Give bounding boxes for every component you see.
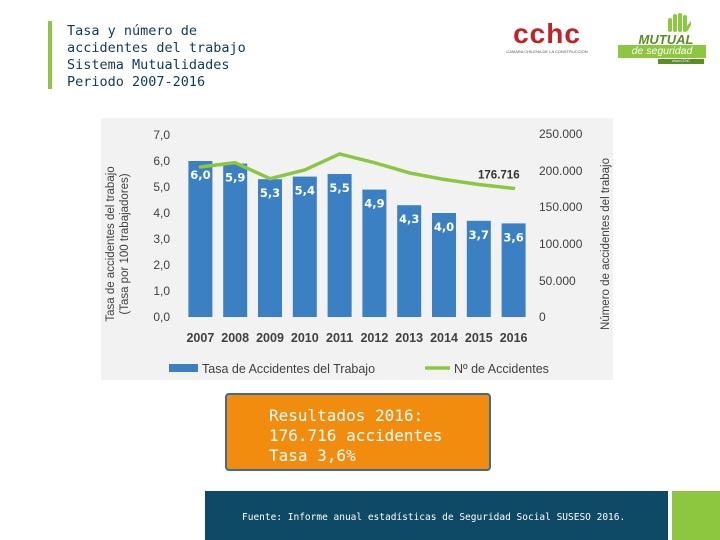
x-tick-2007: 2007 bbox=[186, 331, 214, 345]
right-tick-0: 0 bbox=[539, 310, 546, 324]
bar-label-2015: 3,7 bbox=[469, 228, 489, 242]
bar-2011 bbox=[327, 174, 352, 317]
x-tick-2016: 2016 bbox=[500, 331, 528, 345]
bar-2014 bbox=[432, 213, 456, 317]
results-line-3: Tasa 3,6% bbox=[269, 446, 356, 465]
bar-2009 bbox=[258, 179, 282, 317]
title-accent-bar bbox=[48, 21, 52, 89]
left-tick-0: 0,0 bbox=[153, 310, 170, 324]
x-tick-2013: 2013 bbox=[395, 331, 423, 345]
footer-accent bbox=[672, 491, 720, 540]
chart-panel bbox=[101, 118, 613, 380]
bar-label-2012: 4,9 bbox=[364, 197, 384, 211]
right-tick-3: 150.000 bbox=[539, 200, 583, 214]
bar-label-2009: 5,3 bbox=[260, 186, 280, 200]
bar-label-2016: 3,6 bbox=[503, 230, 523, 244]
results-line-2: 176.716 accidentes bbox=[269, 426, 443, 445]
x-tick-2011: 2011 bbox=[326, 331, 353, 345]
left-tick-7: 7,0 bbox=[153, 128, 170, 142]
legend-bar-swatch bbox=[169, 364, 198, 372]
results-highlight-box: Resultados 2016: 176.716 accidentes Tasa… bbox=[225, 393, 491, 471]
left-axis-label-2: (Tasa por 100 trabajadores) bbox=[119, 173, 131, 314]
bar-label-2008: 5,9 bbox=[225, 171, 245, 185]
bar-label-2010: 5,4 bbox=[295, 184, 315, 198]
bar-label-2011: 5,5 bbox=[329, 181, 349, 195]
left-tick-3: 3,0 bbox=[153, 232, 170, 246]
title-line-3: Sistema Mutualidades bbox=[67, 57, 230, 73]
bar-2012 bbox=[362, 189, 387, 317]
cchc-logo: cchc CAMARA CHILENA DE LA CONSTRUCCION bbox=[497, 18, 597, 58]
bar-2015 bbox=[466, 220, 491, 317]
left-axis-label-1: Tasa de accidentes del trabajo bbox=[105, 166, 117, 321]
results-inner: Resultados 2016: 176.716 accidentes Tasa… bbox=[233, 401, 487, 467]
title-line-1: Tasa y número de bbox=[67, 23, 198, 39]
bar-label-2007: 6,0 bbox=[190, 168, 210, 182]
left-tick-2: 2,0 bbox=[153, 258, 170, 272]
right-axis-label: Número de accidentes del trabajo bbox=[600, 158, 612, 330]
footer-band bbox=[205, 491, 668, 540]
cchc-logo-text: cchc bbox=[513, 18, 581, 49]
mutual-hand-icon bbox=[668, 13, 691, 32]
x-tick-2010: 2010 bbox=[291, 331, 319, 345]
source-note: Fuente: Informe anual estadísticas de Se… bbox=[242, 512, 626, 523]
bar-2016 bbox=[501, 223, 526, 317]
cchc-logo-subtitle: CAMARA CHILENA DE LA CONSTRUCCION bbox=[506, 49, 588, 54]
accidents-line bbox=[198, 152, 516, 191]
left-tick-1: 1,0 bbox=[153, 284, 170, 298]
bar-label-2014: 4,0 bbox=[434, 220, 454, 234]
left-tick-4: 4,0 bbox=[153, 206, 170, 220]
right-tick-2: 100.000 bbox=[539, 237, 583, 251]
bar-label-2013: 4,3 bbox=[399, 212, 419, 226]
right-tick-1: 50.000 bbox=[539, 274, 576, 288]
legend-bar-label: Tasa de Accidentes del Trabajo bbox=[202, 362, 375, 376]
mutual-logo: MUTUAL de seguridad www.CChC bbox=[618, 12, 710, 64]
bar-2010 bbox=[292, 176, 317, 317]
x-tick-2009: 2009 bbox=[256, 331, 284, 345]
x-tick-2014: 2014 bbox=[430, 331, 458, 345]
x-tick-2012: 2012 bbox=[360, 331, 388, 345]
left-tick-5: 5,0 bbox=[153, 180, 170, 194]
accidents-chart: 0,0 1,0 2,0 3,0 4,0 5,0 6,0 7,0 0 50.000… bbox=[105, 127, 612, 376]
title-line-4: Periodo 2007-2016 bbox=[67, 74, 206, 90]
bar-2007 bbox=[188, 161, 213, 317]
right-tick-4: 200.000 bbox=[539, 164, 583, 178]
left-tick-6: 6,0 bbox=[153, 154, 170, 168]
legend-line-label: Nº de Accidentes bbox=[454, 362, 549, 376]
mutual-logo-small: www.CChC bbox=[658, 59, 704, 64]
page-title: Tasa y número de accidentes del trabajo … bbox=[67, 23, 327, 91]
x-tick-2008: 2008 bbox=[221, 331, 249, 345]
x-tick-2015: 2015 bbox=[465, 331, 493, 345]
bar-2008 bbox=[223, 163, 248, 317]
results-line-1: Resultados 2016: bbox=[269, 406, 424, 425]
title-line-2: accidentes del trabajo bbox=[67, 40, 246, 56]
mutual-logo-name: MUTUAL bbox=[638, 32, 694, 47]
mutual-logo-tagline: de seguridad bbox=[618, 45, 706, 58]
line-label-2016: 176.716 bbox=[478, 169, 520, 181]
bar-2013 bbox=[397, 205, 422, 317]
right-tick-5: 250.000 bbox=[539, 127, 583, 141]
